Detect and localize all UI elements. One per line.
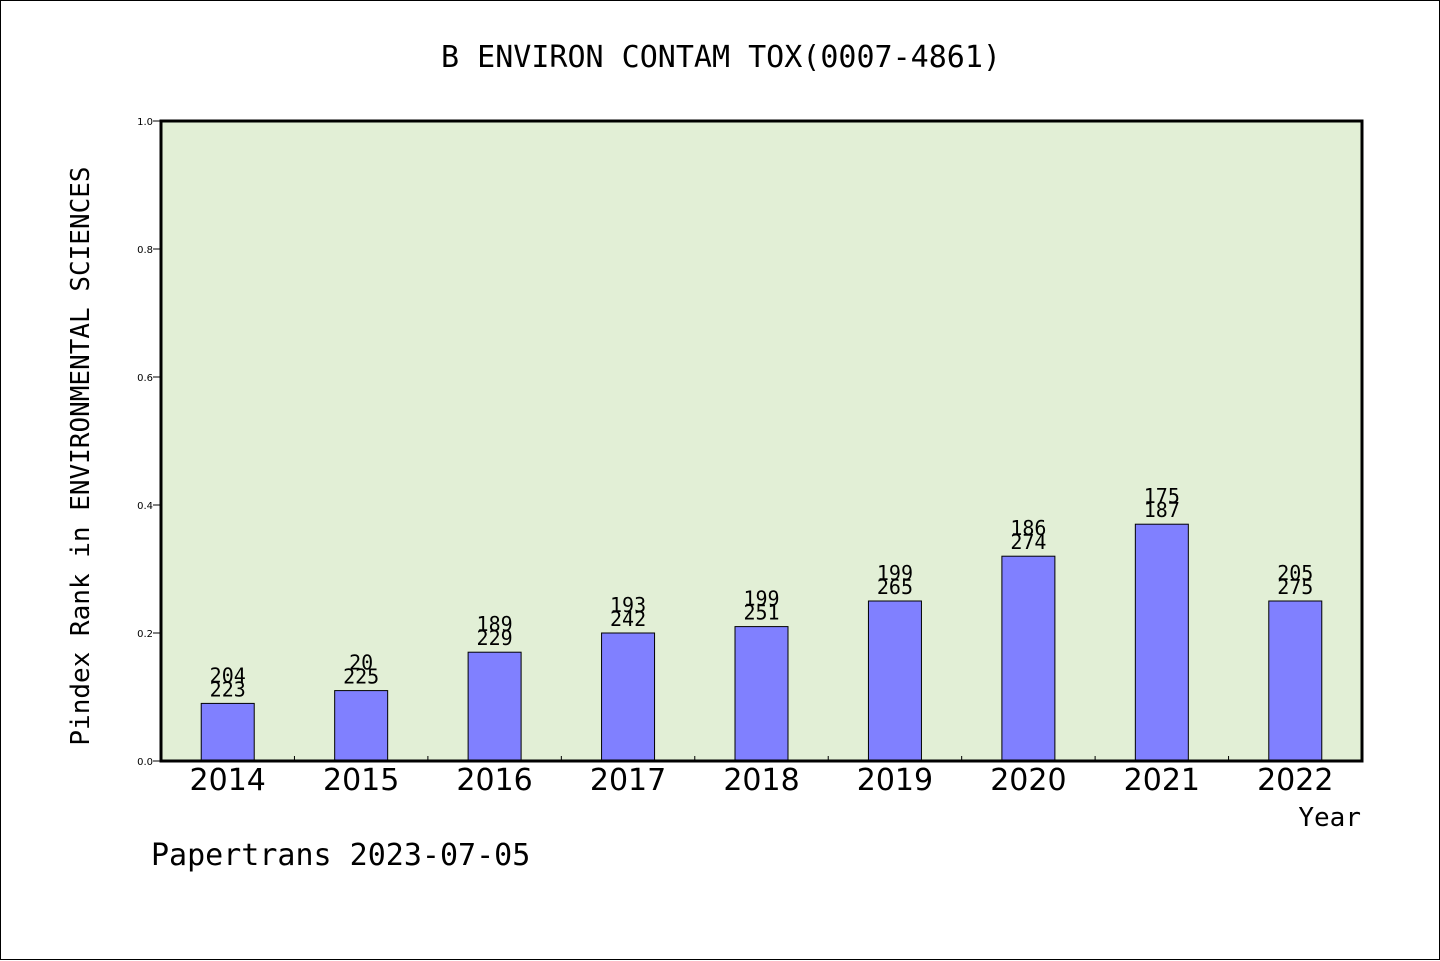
bar-2016 — [467, 651, 522, 762]
chart-title: B ENVIRON CONTAM TOX(0007-4861) — [441, 40, 1001, 75]
x-tick-label: 2014 — [190, 763, 266, 798]
y-tick-label: 1.0 — [137, 117, 153, 128]
y-axis-label: Pindex Rank in ENVIRONMENTAL SCIENCES — [66, 166, 96, 745]
bar-total-label: 225 — [343, 665, 379, 689]
bar-2014 — [200, 702, 255, 762]
bar-rank-label: 199 — [877, 561, 913, 585]
bar-total-label: 229 — [477, 626, 513, 650]
bar-2022 — [1268, 600, 1323, 762]
bars: 2042232022518922919324219925119926518627… — [200, 484, 1323, 762]
y-tick-label: 0.6 — [137, 373, 153, 384]
bar-rank-label: 189 — [477, 612, 513, 636]
x-tick-label: 2019 — [857, 763, 933, 798]
bar-rank-label: 205 — [1277, 561, 1313, 585]
x-axis-tick-labels: 2014 2015 2016 2017 2018 2019 2020 2021 2022 — [190, 763, 1334, 798]
bar-total-label: 242 — [610, 607, 646, 631]
y-tick-label: 0.0 — [137, 757, 153, 768]
x-tick-label: 2016 — [456, 763, 532, 798]
bar-2019 — [867, 600, 922, 762]
x-tick-label: 2015 — [323, 763, 399, 798]
footer-credit: Papertrans 2023-07-05 — [151, 838, 530, 873]
x-axis-label: Year — [1298, 803, 1361, 833]
bar-total-label: 275 — [1277, 575, 1313, 599]
bar-2015 — [334, 690, 389, 762]
bar-total-label: 187 — [1144, 498, 1180, 522]
y-tick-label: 0.2 — [137, 629, 153, 640]
x-tick-label: 2021 — [1124, 763, 1200, 798]
x-tick-label: 2022 — [1257, 763, 1333, 798]
bar-2020 — [1001, 555, 1056, 762]
bar-total-label: 274 — [1010, 530, 1046, 554]
bar-rank-label: 186 — [1010, 516, 1046, 540]
bar-rank-label: 193 — [610, 593, 646, 617]
bar-2018 — [734, 626, 789, 762]
bar-total-label: 223 — [210, 677, 246, 701]
y-tick-label: 0.8 — [137, 245, 153, 256]
bar-rank-label: 20 — [349, 651, 373, 675]
y-axis-ticks: 0.0 0.2 0.4 0.6 0.8 1.0 — [137, 117, 161, 768]
bar-total-label: 251 — [743, 601, 779, 625]
bar-rank-label: 199 — [743, 587, 779, 611]
x-tick-label: 2020 — [990, 763, 1066, 798]
bar-rank-label: 175 — [1144, 484, 1180, 508]
y-tick-label: 0.4 — [137, 501, 153, 512]
bar-2017 — [601, 632, 656, 762]
bar-rank-label: 204 — [210, 663, 246, 687]
bar-2021 — [1134, 523, 1189, 762]
x-tick-label: 2018 — [723, 763, 799, 798]
plot-border — [159, 119, 1364, 763]
bar-total-label: 265 — [877, 575, 913, 599]
x-tick-label: 2017 — [590, 763, 666, 798]
